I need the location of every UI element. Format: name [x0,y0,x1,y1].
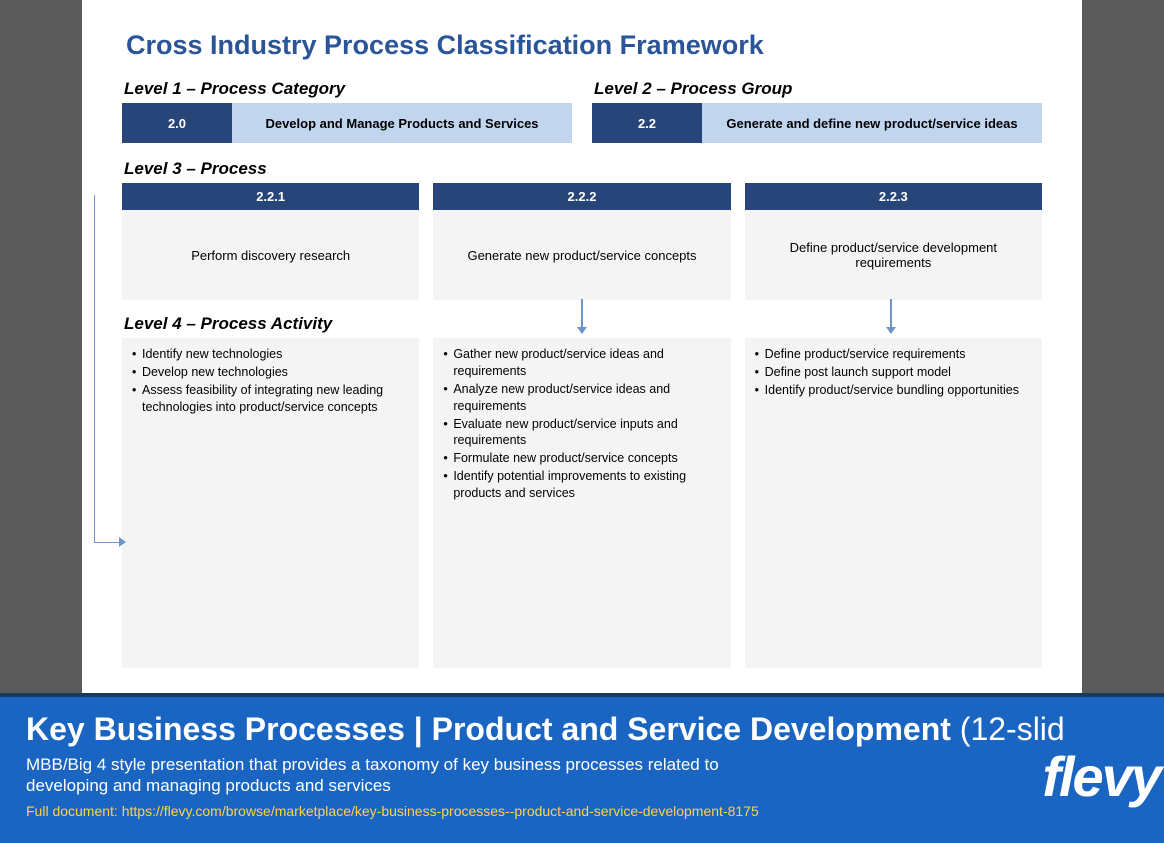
level1-bar: 2.0 Develop and Manage Products and Serv… [122,103,572,143]
level3-code-2: 2.2.2 [433,183,730,210]
level1-block: Level 1 – Process Category 2.0 Develop a… [122,79,572,143]
list-item: Evaluate new product/service inputs and … [443,416,720,450]
level3-desc-2: Generate new product/service concepts [433,210,730,300]
banner-title: Key Business Processes | Product and Ser… [26,711,1138,748]
level1-desc: Develop and Manage Products and Services [232,103,572,143]
level4-col-1: Identify new technologies Develop new te… [122,338,419,668]
list-item: Identify new technologies [132,346,409,363]
list-item: Analyze new product/service ideas and re… [443,381,720,415]
level2-code: 2.2 [592,103,702,143]
level4-col-2: Gather new product/service ideas and req… [433,338,730,668]
level3-code-3: 2.2.3 [745,183,1042,210]
level3-code-1: 2.2.1 [122,183,419,210]
level2-block: Level 2 – Process Group 2.2 Generate and… [592,79,1042,143]
banner-link-url: https://flevy.com/browse/marketplace/key… [122,803,759,819]
level3-wrap: 2.2.1 Perform discovery research 2.2.2 G… [122,183,1042,668]
list-item: Formulate new product/service concepts [443,450,720,467]
flevy-logo: flevy [1042,744,1160,809]
banner-link-row: Full document: https://flevy.com/browse/… [26,803,1138,819]
banner-title-main: Key Business Processes | Product and Ser… [26,711,951,747]
level1-code: 2.0 [122,103,232,143]
level3-row: 2.2.1 Perform discovery research 2.2.2 G… [122,183,1042,300]
banner-link[interactable]: Full document: https://flevy.com/browse/… [26,803,1138,819]
connector-l [94,195,122,543]
list-item: Define post launch support model [755,364,1032,381]
slide-title: Cross Industry Process Classification Fr… [126,30,1042,61]
banner-subtitle: MBB/Big 4 style presentation that provid… [26,754,796,797]
activity-list: Define product/service requirements Defi… [755,346,1032,399]
level4-col-3: Define product/service requirements Defi… [745,338,1042,668]
level3-label: Level 3 – Process [124,159,1042,179]
arrow-down-icon [581,299,583,333]
list-item: Develop new technologies [132,364,409,381]
activity-list: Identify new technologies Develop new te… [132,346,409,416]
banner-title-suffix: (12-slid [951,711,1065,747]
level2-label: Level 2 – Process Group [594,79,1042,99]
banner: Key Business Processes | Product and Ser… [0,693,1164,843]
banner-link-prefix: Full document: [26,803,122,819]
level2-bar: 2.2 Generate and define new product/serv… [592,103,1042,143]
level4-row: Identify new technologies Develop new te… [122,338,1042,668]
level3-desc-1: Perform discovery research [122,210,419,300]
level3-col-2: 2.2.2 Generate new product/service conce… [433,183,730,300]
level3-col-1: 2.2.1 Perform discovery research [122,183,419,300]
level3-col-3: 2.2.3 Define product/service development… [745,183,1042,300]
level2-desc: Generate and define new product/service … [702,103,1042,143]
slide: Cross Industry Process Classification Fr… [82,0,1082,720]
level-1-2-row: Level 1 – Process Category 2.0 Develop a… [122,79,1042,143]
arrow-down-icon [890,299,892,333]
list-item: Identify product/service bundling opport… [755,382,1032,399]
level1-label: Level 1 – Process Category [124,79,572,99]
list-item: Define product/service requirements [755,346,1032,363]
arrow-right-icon [119,537,126,547]
list-item: Gather new product/service ideas and req… [443,346,720,380]
activity-list: Gather new product/service ideas and req… [443,346,720,502]
level3-desc-3: Define product/service development requi… [745,210,1042,300]
list-item: Assess feasibility of integrating new le… [132,382,409,416]
list-item: Identify potential improvements to exist… [443,468,720,502]
